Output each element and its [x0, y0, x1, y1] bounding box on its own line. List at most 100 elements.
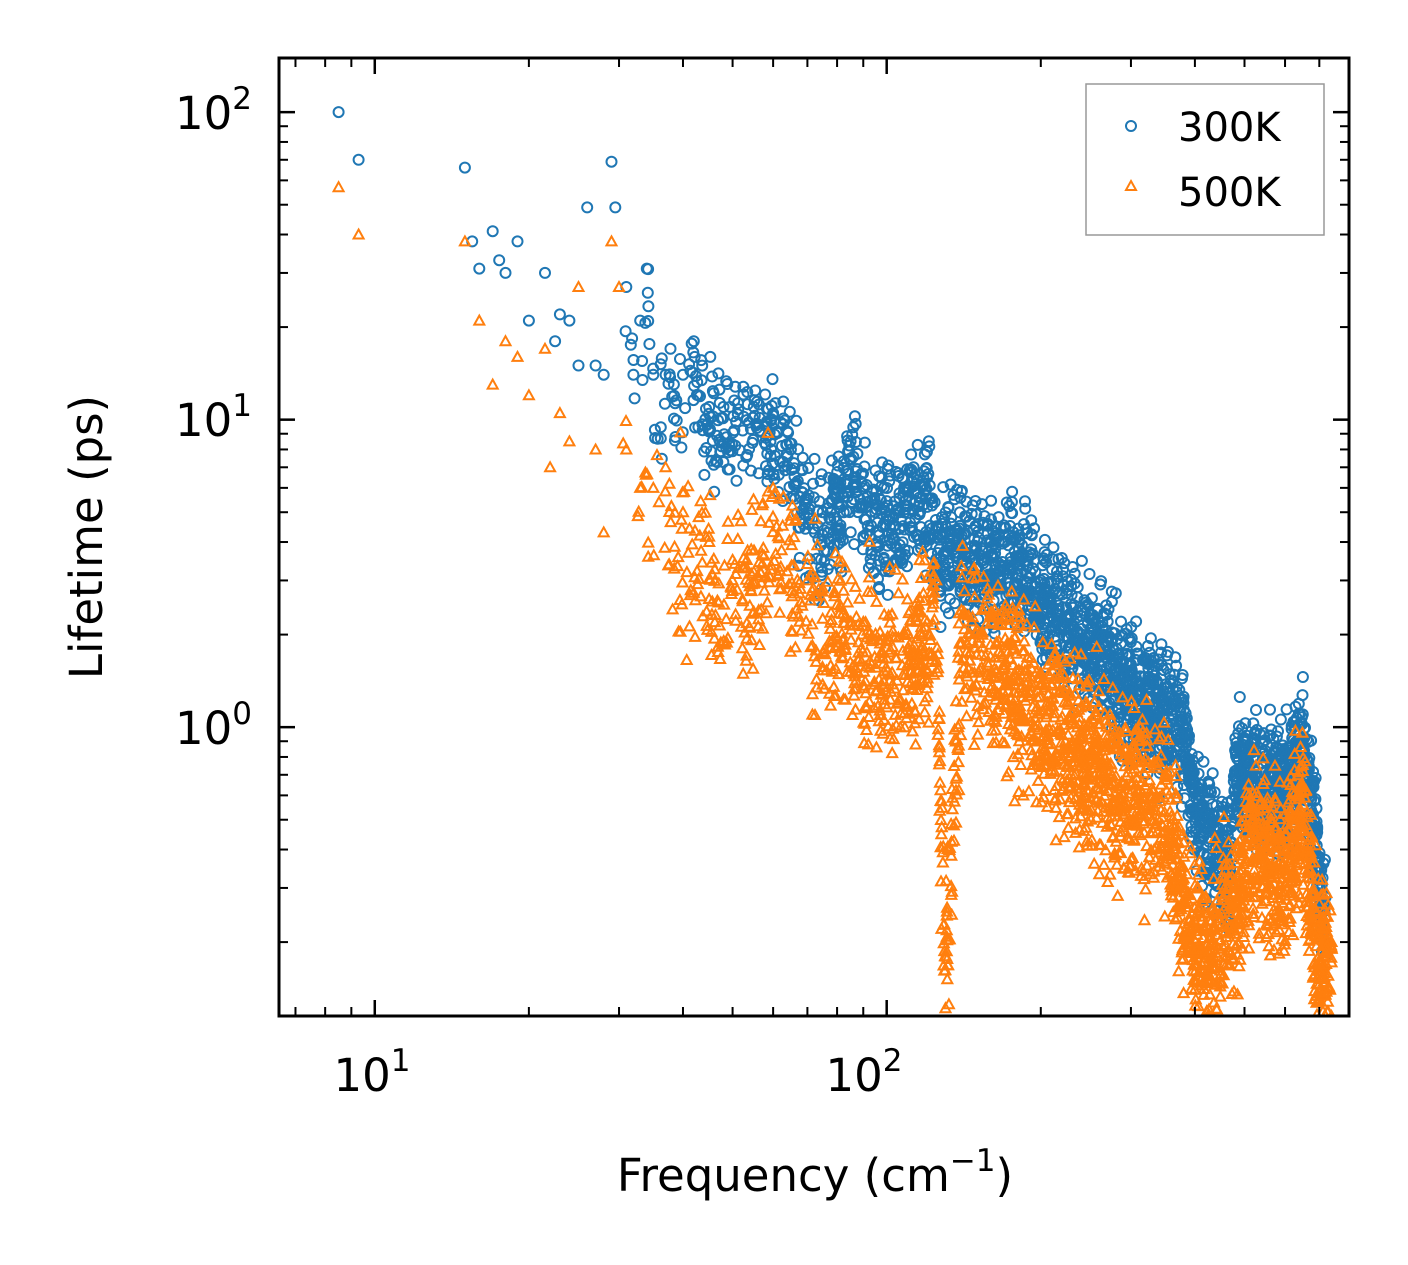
data-point-fill [1260, 791, 1275, 804]
data-point-fill [1226, 936, 1240, 949]
data-point-fill [1182, 885, 1196, 898]
data-point-fill [745, 502, 759, 515]
data-point-fill [751, 619, 765, 632]
data-point-fill [721, 378, 734, 390]
data-point-fill [1172, 964, 1186, 977]
data-point-fill [641, 286, 654, 299]
data-point-fill [1202, 775, 1215, 788]
data-point-fill [844, 526, 857, 539]
data-point-fill [955, 570, 969, 583]
data-point-fill [926, 557, 940, 570]
data-point-fill [713, 651, 727, 664]
data-point-fill [757, 583, 771, 596]
data-point-fill [940, 972, 954, 985]
data-point [486, 225, 499, 238]
data-point-fill [886, 732, 901, 745]
data-point-fill [850, 486, 863, 499]
data-point-fill [927, 612, 942, 625]
data-point-fill [859, 722, 874, 735]
data-point-fill [1037, 766, 1051, 779]
data-point-fill [712, 576, 726, 589]
data-point-fill [704, 350, 717, 363]
data-point-fill [1215, 808, 1228, 821]
data-point-fill [1003, 652, 1018, 665]
data-point-fill [785, 498, 800, 511]
data-point-fill [1159, 768, 1173, 781]
data-point-fill [1138, 882, 1153, 895]
data-point-fill [744, 423, 757, 435]
data-point-fill [702, 591, 716, 604]
data-point-fill [1198, 891, 1212, 904]
data-point-fill [1090, 782, 1104, 795]
data-point [597, 368, 610, 381]
data-point-fill [1147, 676, 1160, 688]
data-point-fill [1024, 566, 1037, 579]
data-point-fill [862, 570, 876, 583]
data-point-fill [1038, 533, 1051, 546]
data-point-fill [847, 479, 860, 492]
data-point-fill [950, 732, 964, 745]
data-point-fill [891, 503, 904, 516]
data-point-fill [1146, 870, 1161, 883]
data-point-fill [680, 565, 694, 578]
data-point-fill [1188, 878, 1202, 891]
data-point [499, 266, 512, 279]
data-point-fill [1148, 722, 1162, 735]
data-point-fill [1036, 595, 1049, 607]
data-point-fill [1304, 807, 1318, 820]
data-point-fill [619, 325, 632, 338]
data-point-fill [1068, 811, 1083, 824]
data-point-fill [729, 566, 743, 579]
data-point-fill [823, 698, 838, 711]
data-point-fill [869, 740, 884, 753]
data-point-fill [1179, 896, 1193, 909]
data-point-fill [667, 378, 680, 391]
data-point-fill [687, 346, 700, 359]
data-point-fill [677, 484, 691, 497]
data-point-fill [1190, 822, 1203, 835]
data-point-fill [841, 430, 854, 443]
data-point-fill [900, 674, 915, 687]
data-point-fill [1021, 710, 1036, 723]
data-point-fill [628, 392, 641, 405]
data-point-fill [965, 610, 980, 623]
data-point-fill [903, 637, 917, 650]
data-point-fill [994, 647, 1008, 660]
data-point-fill [1193, 944, 1208, 957]
data-point [609, 201, 622, 214]
data-point [473, 262, 486, 275]
data-point-fill [1058, 557, 1071, 570]
data-point-fill [740, 631, 754, 644]
data-point-fill [845, 453, 858, 466]
data-point-fill [695, 555, 709, 568]
data-point [627, 368, 640, 381]
data-point-fill [844, 572, 859, 585]
data-point [597, 525, 611, 538]
data-point-fill [909, 613, 923, 626]
data-point-fill [827, 584, 842, 597]
data-point-fill [1097, 671, 1111, 684]
data-point-fill [833, 536, 846, 549]
data-point-fill [767, 553, 781, 566]
data-point-fill [936, 531, 949, 544]
data-point [539, 266, 551, 279]
data-point-fill [689, 421, 702, 434]
data-point-fill [931, 722, 945, 735]
data-point-fill [795, 504, 808, 517]
data-point-fill [995, 734, 1010, 747]
data-point-fill [917, 593, 931, 606]
data-point-fill [989, 709, 1003, 722]
data-point-fill [711, 644, 725, 657]
data-point-fill [712, 618, 727, 631]
data-point-fill [1220, 823, 1233, 836]
data-point-fill [815, 468, 828, 481]
data-point-fill [1296, 671, 1309, 683]
data-point-fill [852, 651, 867, 664]
data-point-fill [824, 612, 839, 625]
data-point-fill [1064, 737, 1078, 750]
data-point-fill [774, 575, 788, 588]
data-point-fill [895, 572, 910, 585]
data-point-fill [1095, 647, 1108, 660]
data-point-fill [1125, 632, 1138, 645]
data-point-fill [1095, 575, 1108, 588]
